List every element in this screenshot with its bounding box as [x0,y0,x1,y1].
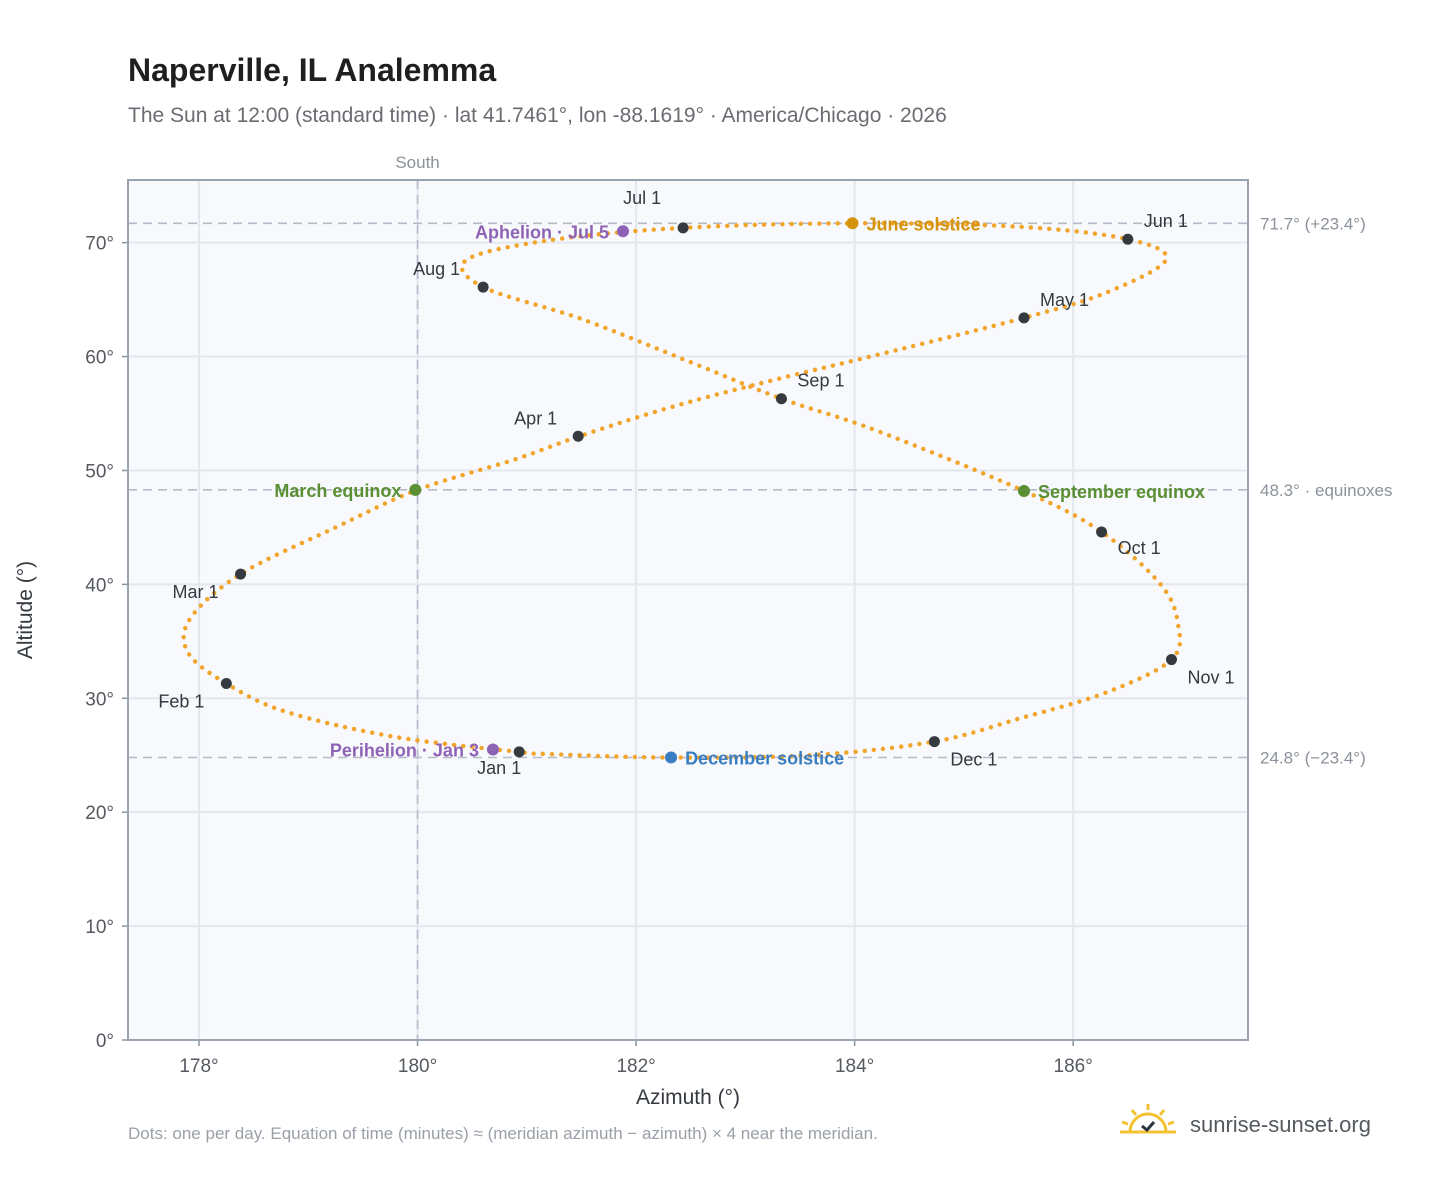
month-marker [235,568,247,580]
event-label: Aphelion · Jul 5 [475,222,609,242]
event-marker [409,483,422,496]
meridian-label: South [395,153,439,172]
month-label: Sep 1 [797,371,844,391]
plot-frame [127,179,1249,1041]
event-marker [665,751,678,764]
event-label: March equinox [274,481,401,501]
analemma-dots [181,221,1183,760]
event-label: Perihelion · Jan 3 [330,741,479,761]
x-tick-label: 184° [835,1056,874,1077]
month-marker [572,430,584,442]
brand-name: sunrise-sunset.org [1190,1112,1371,1137]
y-tick-label: 10° [85,917,114,938]
month-marker [477,281,489,293]
analemma-path [181,221,1183,760]
x-tick-label: 180° [398,1056,437,1077]
month-marker [513,746,525,758]
axis-ticks: 178° 180° 182° 184° 186° 0° 10° 20° 30° 40° 50° 60°… [85,234,1093,1077]
y-tick-label: 0° [96,1031,114,1052]
month-label: May 1 [1040,290,1089,310]
month-label: Apr 1 [514,408,557,428]
reference-lines: 71.7° (+23.4°) 48.3° · equinoxes 24.8° (−2… [128,180,1393,1040]
month-label: Jul 1 [623,188,661,208]
chart-subtitle: The Sun at 12:00 (standard time) · lat 4… [128,104,947,127]
month-marker [1096,526,1108,538]
month-marker [1122,233,1134,245]
reference-label: 24.8° (−23.4°) [1260,749,1366,768]
month-label: Feb 1 [158,691,204,711]
reference-label: 71.7° (+23.4°) [1260,214,1366,233]
event-marker [486,743,499,756]
sunrise-logo-icon [1120,1104,1176,1134]
event-label: December solstice [685,749,844,769]
month-markers: Jan 1 Feb 1 Mar 1 Apr 1 May 1 Jun 1 Jul 1 Aug 1… [158,188,1234,778]
y-tick-label: 50° [85,461,114,482]
event-markers: June solstice December solstice March equi… [274,214,1205,768]
month-marker [677,222,689,234]
chart-title: Naperville, IL Analemma [128,52,497,88]
y-tick-label: 20° [85,803,114,824]
month-marker [775,393,787,405]
month-label: Nov 1 [1188,668,1235,688]
month-label: Jan 1 [477,758,521,778]
x-tick-label: 182° [616,1056,655,1077]
month-marker [1018,312,1030,324]
x-tick-label: 186° [1054,1056,1093,1077]
month-label: Aug 1 [413,259,460,279]
plot-area [128,180,1248,1040]
reference-label: 48.3° · equinoxes [1260,481,1393,500]
month-marker [220,677,232,689]
event-label: September equinox [1038,482,1205,502]
month-marker [1166,654,1178,666]
y-axis-label: Altitude (°) [14,561,37,659]
month-label: Oct 1 [1118,538,1161,558]
event-marker [616,225,629,238]
y-tick-label: 70° [85,234,114,255]
month-label: Jun 1 [1144,211,1188,231]
brand[interactable]: sunrise-sunset.org [1120,1102,1400,1146]
y-tick-label: 40° [85,575,114,596]
footnote: Dots: one per day. Equation of time (min… [128,1124,878,1143]
event-marker [846,217,859,230]
x-tick-label: 178° [179,1056,218,1077]
x-axis-label: Azimuth (°) [636,1086,740,1109]
y-tick-label: 30° [85,689,114,710]
month-label: Dec 1 [950,750,997,770]
month-marker [928,736,940,748]
event-label: June solstice [866,214,980,234]
y-tick-label: 60° [85,348,114,369]
event-marker [1018,484,1030,497]
month-label: Mar 1 [173,582,219,602]
